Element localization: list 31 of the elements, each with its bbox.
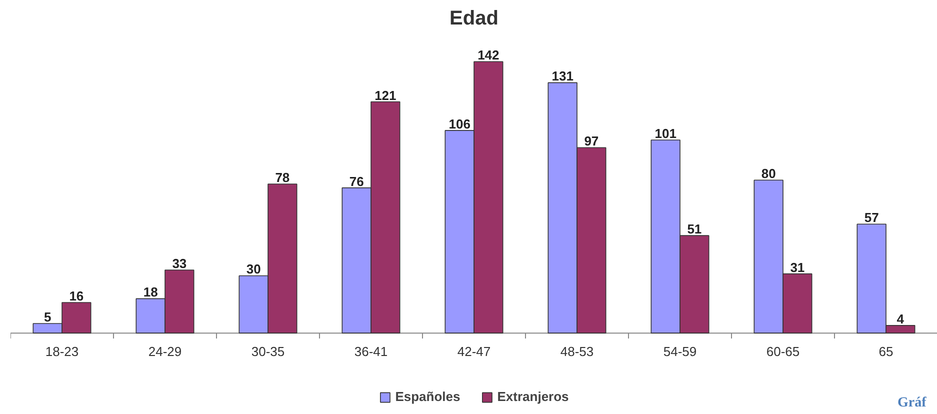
x-tick-label: 18-23 [45, 344, 79, 360]
x-tick-label: 65 [878, 344, 894, 360]
chart-title: Edad [450, 8, 498, 30]
data-label: 76 [349, 174, 364, 189]
legend-label: Extranjeros [497, 389, 569, 404]
data-label: 31 [790, 260, 805, 275]
data-label: 101 [654, 126, 676, 142]
data-label: 16 [69, 288, 84, 304]
x-tick-label: 24-29 [148, 344, 182, 360]
data-label: 121 [374, 88, 396, 103]
data-label: 80 [761, 166, 776, 182]
x-tick-label: 54-59 [663, 344, 697, 360]
data-label: 78 [275, 170, 290, 185]
x-tick-label: 42-47 [457, 344, 491, 360]
data-label: 18 [143, 284, 158, 300]
text: Gráf [898, 396, 927, 410]
data-label: 106 [448, 116, 470, 132]
x-tick-label: 60-65 [766, 344, 800, 360]
data-label: 5 [44, 310, 52, 325]
data-label: 51 [687, 222, 702, 237]
legend-label: Españoles [395, 389, 460, 404]
x-tick-label: 48-53 [560, 344, 594, 360]
data-label: 57 [864, 210, 879, 226]
data-label: 30 [246, 262, 261, 277]
data-label: 142 [478, 48, 500, 63]
x-tick-label: 36-41 [354, 344, 388, 360]
data-label: 131 [552, 68, 574, 84]
x-tick-label: 30-35 [251, 344, 285, 360]
data-label: 97 [584, 134, 599, 149]
data-label: 4 [896, 311, 905, 326]
data-label: 33 [172, 256, 187, 271]
